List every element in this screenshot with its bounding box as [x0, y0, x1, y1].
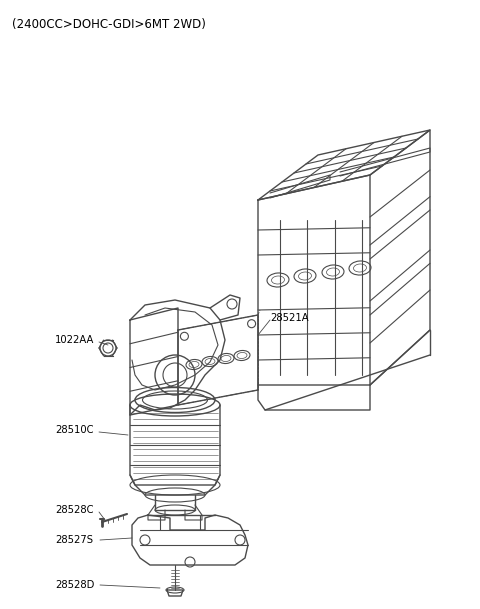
Text: 28510C: 28510C [55, 425, 94, 435]
Text: (2400CC>DOHC-GDI>6MT 2WD): (2400CC>DOHC-GDI>6MT 2WD) [12, 18, 206, 31]
Text: 28528C: 28528C [55, 505, 94, 515]
Text: 28521A: 28521A [270, 313, 309, 323]
Text: 1022AA: 1022AA [55, 335, 95, 345]
Text: 28528D: 28528D [55, 580, 95, 590]
Text: 28527S: 28527S [55, 535, 93, 545]
